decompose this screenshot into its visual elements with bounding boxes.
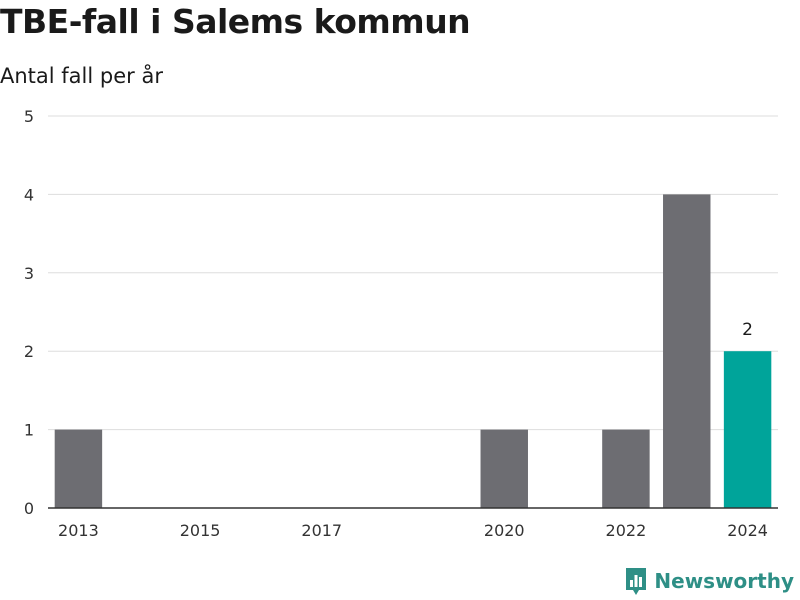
y-tick-label: 0 — [24, 499, 34, 518]
x-tick-label: 2020 — [484, 521, 525, 540]
bar-2020 — [480, 429, 528, 508]
bars — [54, 194, 772, 508]
y-tick-label: 1 — [24, 421, 34, 440]
brand-footer: Newsworthy — [624, 566, 794, 596]
x-axis-ticks: 2013 2015 2017 2020 2022 2024 — [58, 521, 768, 540]
gridlines — [48, 115, 778, 431]
x-tick-label: 2015 — [180, 521, 221, 540]
y-tick-label: 5 — [24, 107, 34, 126]
y-tick-label: 2 — [24, 342, 34, 361]
x-tick-label: 2024 — [727, 521, 768, 540]
data-labels: 2 — [742, 320, 753, 340]
bar-2024 — [723, 351, 772, 508]
brand-name: Newsworthy — [654, 569, 794, 593]
x-tick-label: 2022 — [606, 521, 647, 540]
bar-2023 — [663, 194, 711, 508]
y-axis-ticks: 0 1 2 3 4 5 — [24, 107, 34, 518]
bar-chart: 0 1 2 3 4 5 2 2013 2015 2017 2020 2022 2024 — [24, 107, 778, 540]
x-tick-label: 2017 — [301, 521, 342, 540]
bar-2013 — [54, 429, 103, 508]
data-label-2024: 2 — [742, 320, 753, 340]
x-tick-label: 2013 — [58, 521, 99, 540]
bar-2022 — [602, 429, 650, 508]
chart-title: TBE-fall i Salems kommun — [0, 2, 471, 41]
newsworthy-logo-icon — [626, 568, 647, 595]
y-tick-label: 3 — [24, 264, 34, 283]
y-tick-label: 4 — [24, 185, 34, 204]
chart-subtitle: Antal fall per år — [0, 64, 163, 88]
